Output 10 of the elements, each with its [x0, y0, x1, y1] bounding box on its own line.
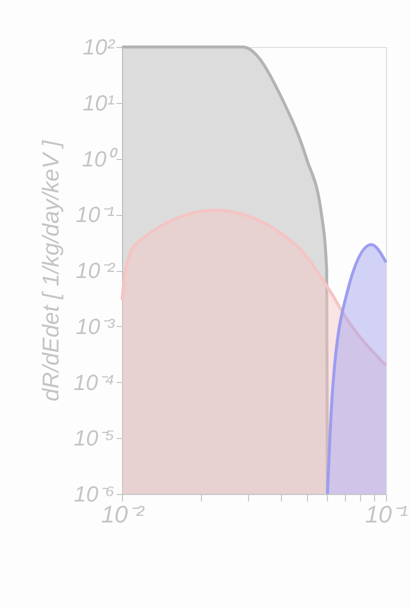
y-tick-label: 10⁻²: [76, 258, 116, 283]
y-tick-label: 10⁻³: [76, 314, 116, 339]
y-tick-label: 10⁻⁵: [74, 426, 114, 451]
y-tick-label: 10⁻¹: [76, 202, 114, 228]
y-tick-label: 10²: [82, 34, 116, 60]
y-tick-label: 10⁰: [82, 146, 118, 172]
y-axis-title: dR/dEdet [ 1/kg/day/keV ]: [38, 140, 64, 402]
y-tick-label: 10¹: [82, 90, 114, 116]
y-tick-label: 10⁻⁶: [74, 482, 114, 506]
y-tick-label: 10⁻⁴: [74, 370, 114, 395]
